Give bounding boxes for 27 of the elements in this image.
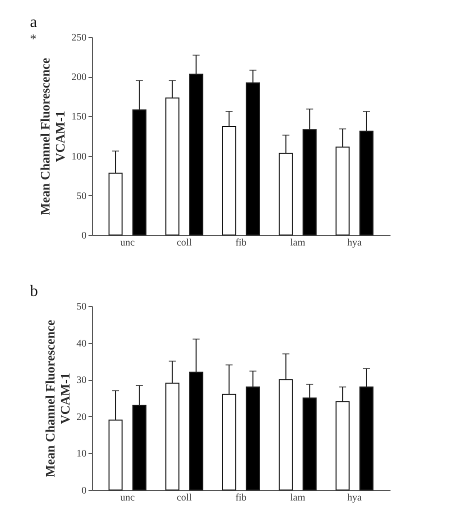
chart-title: a — [30, 14, 38, 31]
x-tick-label: lam — [290, 492, 306, 504]
x-tick-label: unc — [120, 492, 136, 504]
text: * — [30, 31, 36, 46]
y-tick-label: 10 — [76, 448, 86, 460]
y-tick-label: 20 — [76, 412, 86, 423]
y-tick-label: 0 — [82, 230, 86, 242]
y-axis-title: Mean Channel Fluorescence VCAM-1 — [42, 320, 72, 478]
chart-title: b — [30, 283, 38, 300]
y-tick-label: 200 — [72, 72, 86, 84]
y-tick-label: 250 — [72, 32, 86, 44]
y-tick-label: 0 — [82, 486, 86, 496]
x-tick-label: fib — [235, 238, 247, 248]
y-tick-label: 30 — [76, 375, 86, 386]
x-tick-label: fib — [235, 492, 247, 504]
x-tick-label: hya — [347, 238, 362, 248]
x-tick-label: lam — [290, 238, 306, 248]
y-tick-label: 50 — [76, 190, 86, 202]
x-tick-label: unc — [120, 238, 136, 248]
x-tick-label: hya — [347, 492, 362, 504]
y-tick-label: 40 — [76, 338, 86, 350]
y-axis-title: Mean Channel Fluorescence VCAM-1 — [38, 58, 68, 216]
y-tick-label: 150 — [72, 112, 86, 123]
x-tick-label: coll — [176, 492, 192, 504]
y-tick-label: 100 — [72, 151, 86, 162]
y-tick-label: 50 — [76, 302, 86, 312]
x-tick-label: coll — [176, 238, 192, 248]
